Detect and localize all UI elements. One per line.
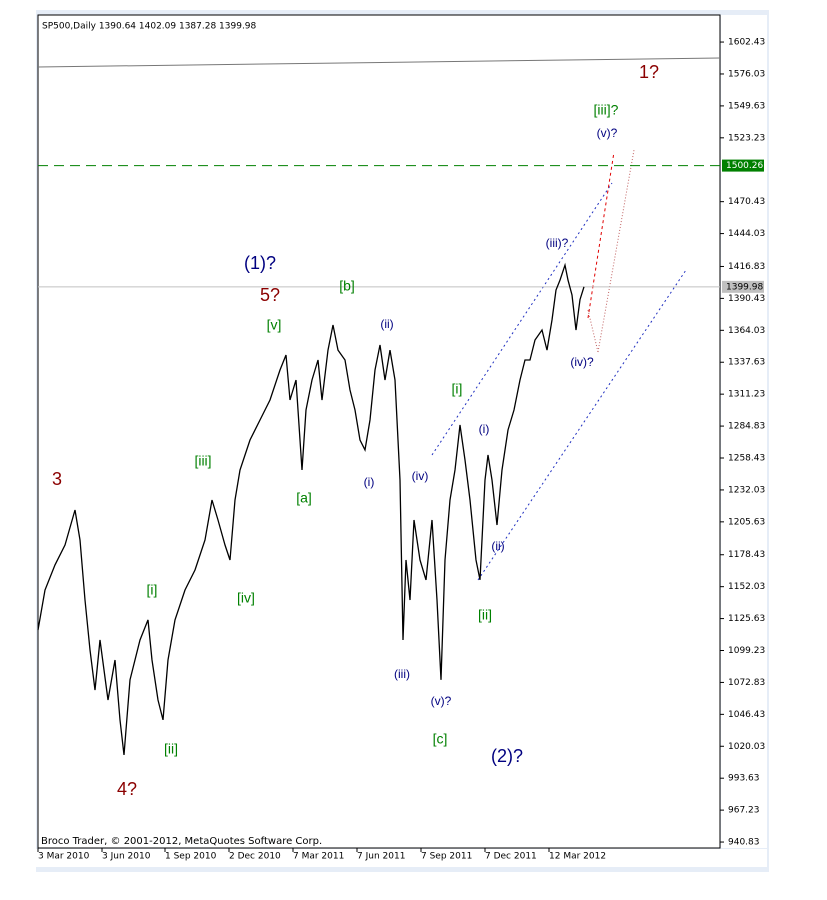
price-level-label: 1500.26 (726, 161, 763, 171)
wave-label: [ii] (478, 607, 492, 623)
wave-label: (iv) (412, 469, 429, 483)
y-tick-label: 1232.03 (728, 485, 765, 495)
x-tick-label: 3 Jun 2010 (102, 852, 151, 862)
wave-label: (i) (364, 475, 375, 489)
wave-label: [ii] (164, 741, 178, 757)
y-tick-label: 1444.03 (728, 229, 765, 239)
chart-title: SP500,Daily 1390.64 1402.09 1387.28 1399… (42, 22, 257, 32)
wave-label: [i] (452, 381, 463, 397)
time-axis-area (36, 849, 767, 867)
projection-line (587, 309, 599, 353)
wave-label: (v)? (597, 126, 618, 140)
price-level-box (722, 159, 764, 172)
wave-label: (iv)? (570, 355, 594, 369)
wave-label: [c] (433, 731, 448, 747)
y-tick-label: 1390.43 (728, 294, 765, 304)
wave-label: 5? (260, 285, 280, 305)
y-tick-label: 1284.83 (728, 422, 765, 432)
y-tick-label: 1549.63 (728, 101, 765, 111)
projection-line (587, 151, 615, 319)
wave-label: [iii]? (594, 102, 619, 118)
y-tick-label: 1602.43 (728, 38, 765, 48)
footer: Broco Trader, © 2001-2012, MetaQuotes So… (41, 836, 322, 847)
wave-label: (2)? (491, 746, 523, 766)
wave-label: (ii) (380, 317, 393, 331)
y-tick-label: 1470.43 (728, 197, 765, 207)
wave-label: 3 (52, 469, 62, 489)
y-tick-label: 1258.43 (728, 454, 765, 464)
wave-label: (iii)? (546, 236, 569, 250)
y-tick-label: 1178.43 (728, 550, 765, 560)
x-tick-label: 7 Jun 2011 (357, 852, 405, 862)
x-tick-label: 2 Dec 2010 (229, 852, 281, 862)
y-tick-label: 993.63 (728, 774, 760, 784)
y-tick-label: 1364.03 (728, 326, 765, 336)
wave-label: [iv] (237, 590, 255, 606)
wave-label: 1? (639, 62, 659, 82)
y-tick-label: 1416.83 (728, 262, 765, 272)
y-tick-label: 940.83 (728, 838, 760, 848)
wave-label: [i] (147, 582, 158, 598)
trendline (37, 57, 721, 68)
y-tick-label: 1311.23 (728, 390, 765, 400)
wave-label: (i) (479, 422, 490, 436)
y-tick-label: 1072.83 (728, 678, 765, 688)
wave-label: (1)? (244, 253, 276, 273)
wave-label: [iii] (194, 453, 211, 469)
wave-label: [b] (339, 278, 355, 294)
price-line (37, 262, 585, 755)
y-tick-label: 1125.63 (728, 614, 765, 624)
wave-label: (iii) (394, 667, 410, 681)
y-tick-label: 1099.23 (728, 646, 765, 656)
x-tick-label: 1 Sep 2010 (165, 852, 217, 862)
y-tick-label: 1205.63 (728, 517, 765, 527)
y-tick-label: 1337.63 (728, 358, 765, 368)
y-tick-label: 1152.03 (728, 582, 765, 592)
x-tick-label: 7 Sep 2011 (421, 852, 472, 862)
x-tick-label: 7 Dec 2011 (485, 852, 537, 862)
channel-line (477, 269, 687, 581)
projection-line (597, 149, 635, 353)
y-tick-label: 1576.03 (728, 69, 765, 79)
price-level-box (722, 280, 764, 293)
plot-area (37, 14, 721, 849)
y-tick-label: 967.23 (728, 806, 760, 816)
x-tick-label: 7 Mar 2011 (293, 852, 344, 862)
channel-line (431, 182, 613, 456)
x-tick-label: 12 Mar 2012 (549, 852, 606, 862)
x-tick-label: 3 Mar 2010 (38, 852, 90, 862)
wave-label: (v)? (431, 694, 452, 708)
y-tick-label: 1523.23 (728, 133, 765, 143)
price-axis-area (721, 15, 767, 848)
wave-label: [v] (267, 317, 282, 333)
y-tick-label: 1046.43 (728, 710, 765, 720)
y-tick-label: 1020.03 (728, 742, 765, 752)
wave-label: (ii) (491, 539, 504, 553)
wave-label: 4? (117, 779, 137, 799)
price-level-label: 1399.98 (726, 282, 763, 292)
wave-label: [a] (296, 490, 312, 506)
